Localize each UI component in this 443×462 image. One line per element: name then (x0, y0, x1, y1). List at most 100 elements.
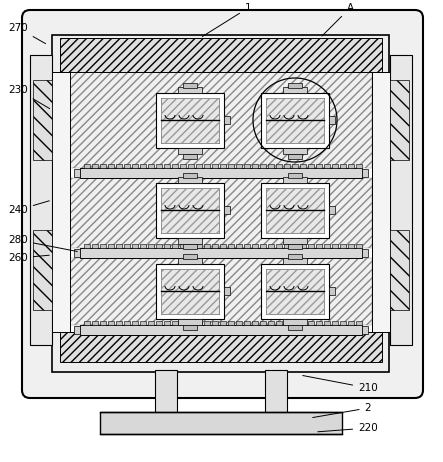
Bar (329, 206, 335, 214)
Bar (84, 164, 90, 168)
Bar (332, 164, 338, 168)
Bar (30, 55, 52, 345)
Bar (283, 258, 307, 264)
Bar (220, 164, 226, 168)
Bar (244, 321, 250, 325)
Bar (324, 244, 330, 248)
Bar (288, 244, 302, 249)
Bar (308, 321, 314, 325)
Text: 230: 230 (8, 85, 50, 109)
Text: 270: 270 (8, 23, 46, 43)
Bar (236, 244, 242, 248)
Bar (132, 244, 138, 248)
Bar (100, 244, 106, 248)
Bar (276, 164, 282, 168)
Bar (268, 321, 274, 325)
Bar (284, 244, 290, 248)
Bar (244, 244, 250, 248)
Bar (252, 244, 258, 248)
Bar (156, 244, 162, 248)
Bar (284, 164, 290, 168)
Bar (236, 321, 242, 325)
Bar (212, 321, 218, 325)
Bar (196, 244, 202, 248)
Bar (161, 188, 219, 233)
Bar (180, 244, 186, 248)
Bar (220, 321, 226, 325)
Bar (164, 164, 170, 168)
Bar (188, 164, 194, 168)
Text: 240: 240 (8, 201, 49, 215)
Bar (292, 321, 298, 325)
Bar (188, 244, 194, 248)
Bar (356, 244, 362, 248)
Bar (283, 87, 307, 93)
Bar (224, 287, 230, 295)
Bar (390, 55, 412, 345)
Bar (100, 321, 106, 325)
Bar (390, 230, 409, 310)
Bar (161, 98, 219, 143)
Bar (124, 321, 130, 325)
Bar (100, 164, 106, 168)
Bar (362, 249, 368, 257)
Bar (70, 72, 372, 332)
Bar (80, 168, 362, 178)
Bar (261, 183, 329, 238)
Bar (74, 249, 80, 257)
Bar (362, 326, 368, 334)
Bar (108, 321, 114, 325)
Bar (224, 116, 230, 124)
Bar (300, 164, 306, 168)
Bar (108, 164, 114, 168)
Bar (329, 116, 335, 124)
Bar (212, 244, 218, 248)
Bar (183, 325, 197, 330)
Bar (340, 244, 346, 248)
Bar (324, 321, 330, 325)
Bar (372, 72, 390, 332)
Bar (332, 321, 338, 325)
Bar (390, 80, 409, 160)
Bar (236, 164, 242, 168)
Bar (266, 98, 324, 143)
Bar (332, 244, 338, 248)
Bar (178, 258, 202, 264)
Bar (74, 326, 80, 334)
Bar (348, 244, 354, 248)
Bar (60, 332, 382, 362)
Bar (196, 321, 202, 325)
Bar (148, 244, 154, 248)
Bar (316, 321, 322, 325)
Bar (92, 244, 98, 248)
Bar (70, 72, 372, 168)
Bar (340, 321, 346, 325)
Bar (52, 72, 70, 332)
Bar (348, 164, 354, 168)
Bar (228, 244, 234, 248)
Bar (116, 164, 122, 168)
Bar (329, 287, 335, 295)
Bar (261, 264, 329, 319)
Bar (212, 164, 218, 168)
Bar (266, 188, 324, 233)
Bar (276, 321, 282, 325)
Bar (92, 164, 98, 168)
Bar (116, 244, 122, 248)
Text: 280: 280 (8, 235, 77, 251)
Bar (292, 164, 298, 168)
Text: 2: 2 (313, 403, 371, 418)
Bar (164, 321, 170, 325)
Bar (283, 148, 307, 154)
Bar (244, 164, 250, 168)
Bar (292, 244, 298, 248)
Bar (84, 321, 90, 325)
Bar (283, 238, 307, 244)
Bar (284, 321, 290, 325)
Bar (260, 321, 266, 325)
Bar (316, 244, 322, 248)
Bar (260, 164, 266, 168)
Text: A: A (322, 3, 354, 36)
Bar (140, 164, 146, 168)
Bar (180, 321, 186, 325)
